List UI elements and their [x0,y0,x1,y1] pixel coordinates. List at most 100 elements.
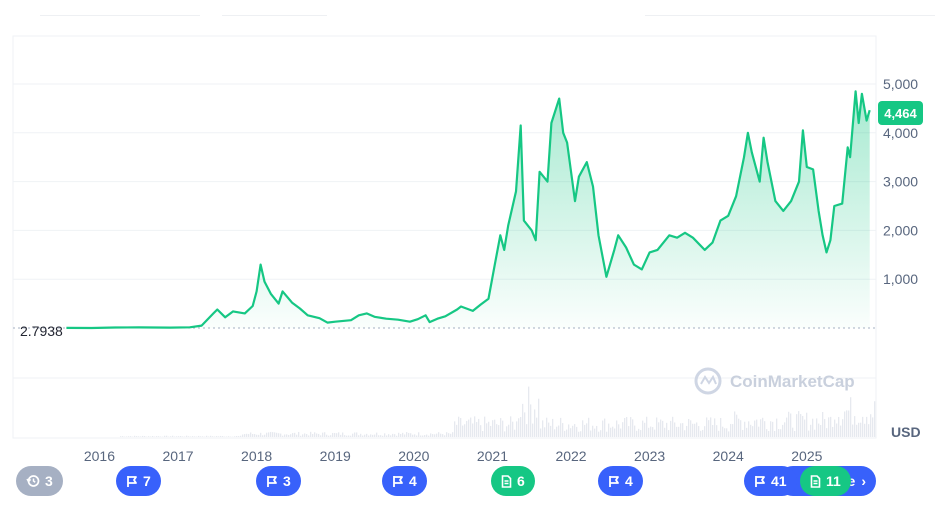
volume-bar [424,435,426,437]
volume-bar [624,418,626,437]
volume-bar [616,420,618,437]
toolbar-tab[interactable] [222,12,327,16]
volume-bar [564,430,566,437]
volume-bar [252,433,254,437]
volume-bar [328,435,330,437]
volume-bar [750,424,752,437]
event-badge[interactable]: 4 [382,466,427,496]
volume-bar [388,434,390,437]
toolbar-tab[interactable] [40,12,200,16]
volume-bar [716,425,718,437]
volume-bar [456,424,458,437]
volume-bar [166,435,168,437]
volume-bar [426,434,428,437]
volume-bar [516,421,518,437]
event-badge[interactable]: 3 [256,466,301,496]
volume-bar [392,433,394,437]
volume-bar [854,416,856,437]
volume-bar [122,436,124,437]
volume-bar [152,436,154,437]
volume-bar [762,417,764,437]
volume-bar [868,424,870,437]
volume-bar [306,434,308,437]
volume-bar [820,425,822,437]
volume-bar [370,434,372,437]
volume-bar [402,432,404,437]
volume-bar [344,435,346,437]
volume-bar [536,417,538,437]
volume-bar [850,397,852,437]
volume-bar [242,434,244,437]
event-badge[interactable]: 4 [598,466,643,496]
volume-bar [872,417,874,437]
volume-bar [512,421,514,437]
volume-bar [746,427,748,437]
y-tick-label: 1,000 [883,271,918,287]
event-count: 7 [143,473,151,489]
volume-bar [502,420,504,437]
volume-bar [670,420,672,437]
volume-bar [770,421,772,437]
toolbar-tab[interactable] [645,12,935,16]
volume-bar [532,423,534,437]
volume-bar [676,426,678,437]
volume-bar [264,434,266,437]
volume-bar [444,435,446,437]
volume-bar [120,436,122,437]
volume-bar [658,422,660,437]
volume-bar [318,433,320,437]
volume-bar [378,435,380,437]
volume-bar [274,432,276,437]
event-badge[interactable]: 41 [744,466,797,496]
volume-bar [498,425,500,437]
volume-bar [390,435,392,437]
volume-bar [216,436,218,437]
volume-bar [744,421,746,437]
volume-bar [134,435,136,437]
volume-bar [824,419,826,437]
volume-bar [718,430,720,437]
volume-bar [346,435,348,437]
volume-bar [818,423,820,437]
volume-bar [808,430,810,437]
volume-bar [812,418,814,437]
x-tick-label: 2022 [555,448,586,464]
volume-bar [582,420,584,437]
volume-bar [638,428,640,437]
volume-bar [440,433,442,437]
x-axis: 2016 2017 2018 2019 2020 2021 2022 2023 2024 2025 [84,448,823,464]
volume-bar [650,426,652,437]
volume-bar [822,412,824,437]
volume-bar [364,434,366,437]
watermark: CoinMarketCap [694,367,855,395]
volume-bar [662,420,664,437]
volume-bar [530,404,532,437]
volume-bar [810,424,812,437]
event-badge[interactable]: 11 [800,466,851,496]
volume-bar [720,417,722,437]
volume-bar [704,426,706,437]
volume-bar [236,436,238,437]
chart-frame [12,35,877,439]
event-badge[interactable]: 6 [491,466,535,496]
volume-bar [764,421,766,437]
event-badge[interactable]: 3 [16,466,63,496]
volume-bar [706,417,708,437]
price-area [66,91,870,328]
volume-bar [652,427,654,437]
volume-bar [728,431,730,437]
volume-bar [848,410,850,437]
volume-bar [526,424,528,437]
volume-bar [686,425,688,437]
document-icon [810,474,826,488]
event-count: 11 [826,473,841,489]
volume-bar [732,424,734,437]
volume-bar [814,429,816,437]
volume-bar [758,426,760,437]
event-badge[interactable]: 7 [116,466,161,496]
volume-bar [334,433,336,437]
volume-bar [572,425,574,437]
coinmarketcap-logo-icon [694,367,722,395]
volume-bar [362,435,364,437]
